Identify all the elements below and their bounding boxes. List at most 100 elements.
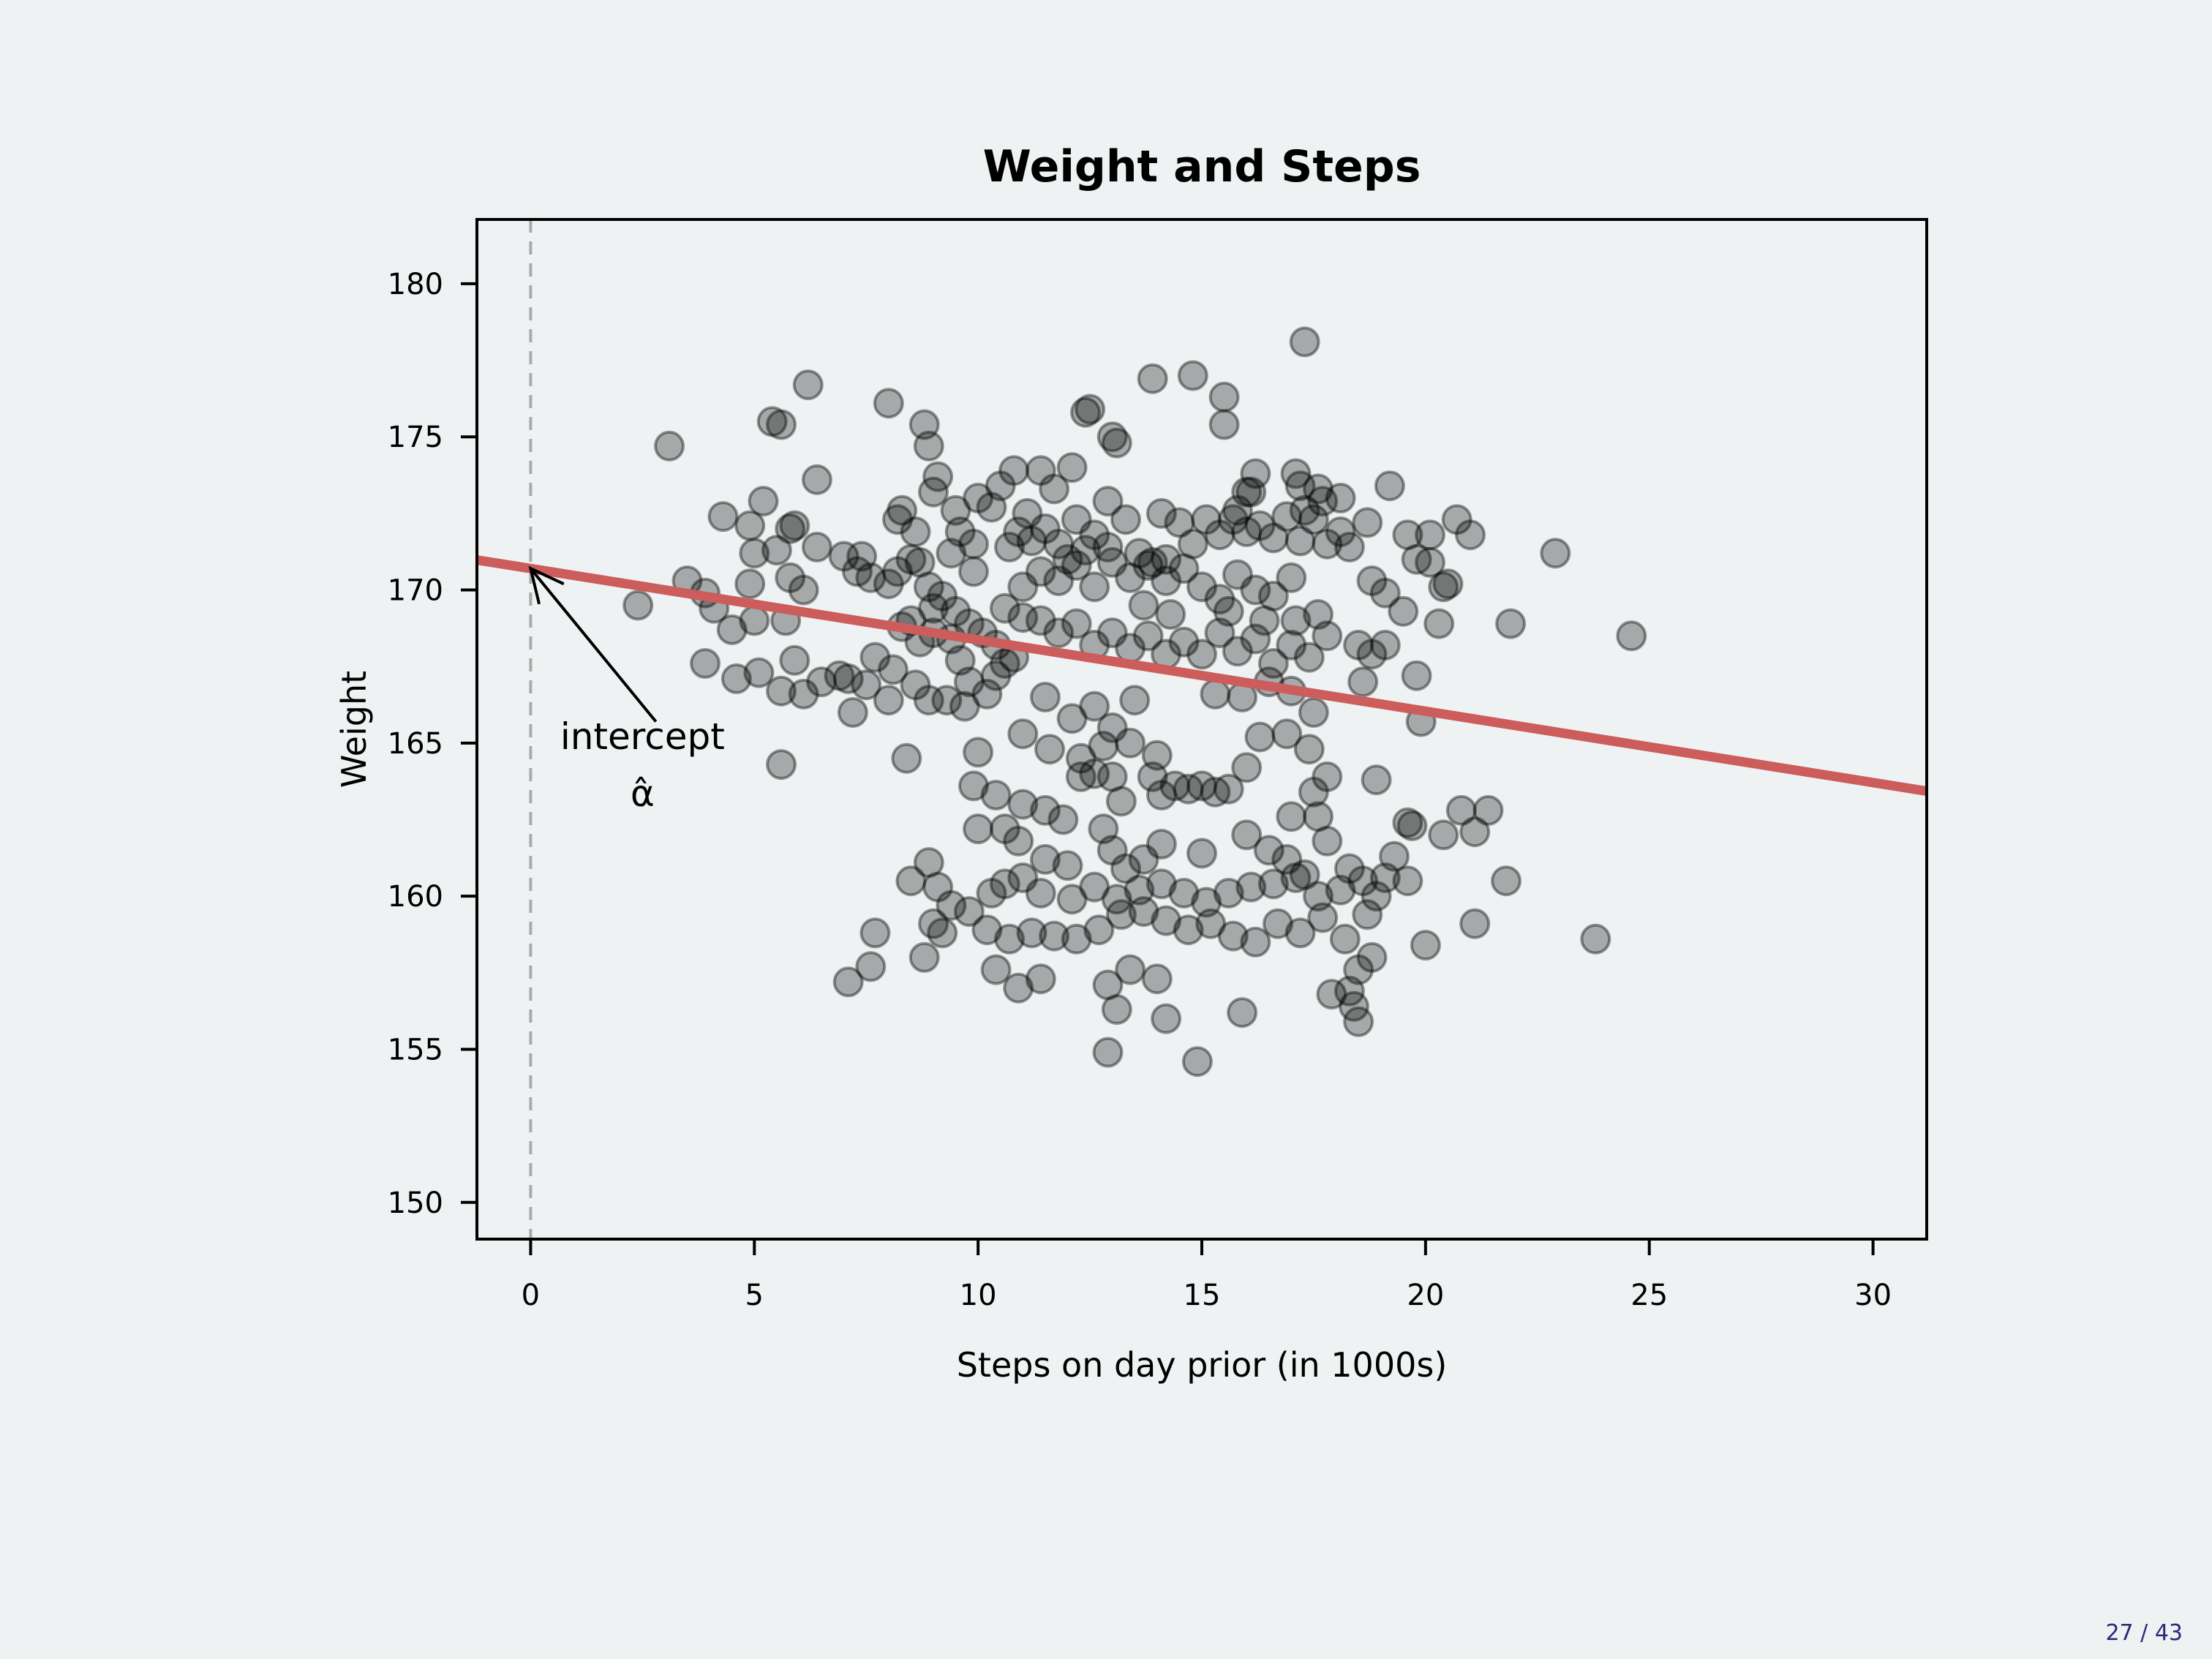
scatter-point	[1034, 734, 1065, 765]
annotation-symbol: α̂	[631, 772, 655, 815]
y-tick-label: 175	[388, 421, 443, 454]
y-tick-label: 150	[388, 1186, 443, 1220]
scatter-point	[1191, 504, 1222, 535]
scatter-point	[1177, 528, 1208, 560]
scatter-point	[1186, 838, 1217, 869]
scatter-point	[931, 685, 963, 716]
scatter-point	[887, 494, 918, 526]
scatter-point	[918, 908, 949, 939]
scatter-point	[1096, 617, 1128, 649]
scatter-point	[1092, 1037, 1124, 1068]
scatter-point	[1213, 773, 1244, 805]
scatter-point	[1137, 761, 1168, 792]
scatter-point	[1110, 853, 1141, 884]
scatter-point	[882, 556, 913, 587]
scatter-point	[1029, 682, 1061, 712]
scatter-point	[1410, 930, 1441, 961]
scatter-point	[1115, 727, 1146, 759]
scatter-point	[1307, 486, 1339, 517]
scatter-point	[1280, 862, 1312, 893]
scatter-point	[1303, 599, 1333, 630]
scatter-point	[1540, 538, 1571, 569]
scatter-point	[927, 580, 958, 612]
scatter-point	[1132, 620, 1164, 652]
regression-line	[477, 555, 1927, 796]
scatter-point	[1007, 718, 1039, 750]
scatter-point	[1257, 648, 1289, 679]
scatter-point	[1079, 571, 1110, 603]
scatter-point	[1110, 504, 1141, 535]
scatter-point	[792, 369, 824, 401]
scatter-point	[900, 516, 931, 547]
scatter-point	[1168, 553, 1200, 584]
scatter-point	[1235, 476, 1267, 508]
scatter-point	[1352, 507, 1383, 538]
scatter-point	[1061, 608, 1092, 639]
scatter-point	[1369, 629, 1401, 661]
scatter-point	[1356, 565, 1388, 596]
scatter-point	[1181, 1046, 1213, 1077]
scatter-point	[1039, 920, 1070, 952]
scatter-point	[1092, 531, 1124, 563]
scatter-point	[1249, 605, 1280, 636]
scatter-point	[963, 813, 994, 845]
scatter-point	[1146, 829, 1177, 859]
scatter-point	[989, 592, 1020, 624]
scatter-point	[985, 470, 1016, 502]
scatter-point	[1159, 770, 1191, 802]
scatter-point	[1495, 608, 1527, 639]
scatter-point	[832, 663, 864, 694]
scatter-point	[1276, 801, 1307, 832]
scatter-point	[1137, 546, 1168, 578]
scatter-point	[873, 685, 904, 716]
scatter-point	[1047, 804, 1079, 835]
scatter-point	[1333, 975, 1365, 1007]
scatter-point	[1056, 703, 1088, 734]
scatter-point	[1356, 941, 1388, 973]
scatter-point	[1396, 810, 1428, 841]
scatter-point	[958, 528, 989, 560]
scatter-point	[1325, 874, 1356, 906]
x-axis-label: Steps on day prior (in 1000s)	[957, 1345, 1448, 1385]
scatter-point	[775, 562, 806, 593]
scatter-point	[971, 914, 1003, 946]
scatter-point	[690, 648, 721, 679]
scatter-point	[1298, 697, 1329, 728]
scatter-point	[1472, 794, 1504, 826]
scatter-point	[801, 464, 832, 495]
scatter-point	[976, 492, 1007, 523]
scatter-point	[1168, 626, 1200, 658]
scatter-point	[1025, 605, 1056, 636]
scatter-point	[1213, 595, 1244, 627]
scatter-point	[918, 476, 949, 508]
scatter-point	[1293, 734, 1325, 765]
scatter-point	[828, 541, 859, 572]
scatter-point	[775, 513, 806, 544]
scatter-point	[1253, 835, 1284, 866]
scatter-point	[1132, 550, 1164, 581]
scatter-point	[1271, 501, 1303, 533]
scatter-point	[1164, 507, 1195, 538]
y-tick-label: 155	[388, 1033, 443, 1066]
scatter-point	[788, 678, 819, 710]
scatter-point	[1257, 868, 1289, 900]
scatter-point	[895, 543, 927, 575]
scatter-point	[1070, 535, 1101, 566]
scatter-point	[882, 504, 913, 535]
scatter-point	[1146, 780, 1177, 810]
scatter-point	[1052, 850, 1083, 881]
scatter-point	[1257, 580, 1289, 612]
scatter-point	[1115, 562, 1146, 593]
scatter-point	[1146, 497, 1177, 529]
scatter-point	[1061, 550, 1092, 581]
scatter-point	[1217, 504, 1249, 535]
scatter-point	[801, 531, 832, 563]
scatter-point	[1075, 394, 1106, 425]
scatter-point	[1043, 617, 1075, 649]
scatter-point	[1025, 556, 1056, 587]
scatter-point	[1137, 363, 1168, 394]
scatter-point	[1204, 617, 1235, 649]
scatter-points	[622, 326, 1647, 1077]
scatter-point	[1065, 761, 1096, 792]
scatter-point	[900, 669, 931, 701]
